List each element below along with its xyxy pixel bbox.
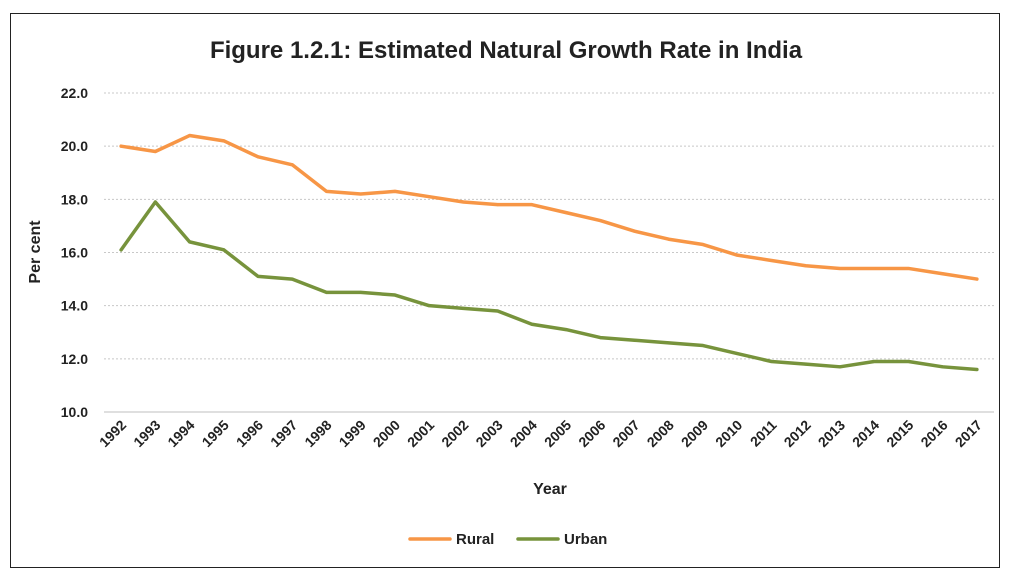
x-tick-label: 1999 — [336, 417, 369, 450]
data-point-rural — [838, 266, 842, 270]
data-point-rural — [119, 144, 123, 148]
x-tick-label: 2006 — [575, 417, 608, 450]
chart-frame — [10, 13, 1000, 568]
x-tick-label: 2001 — [404, 417, 437, 450]
data-point-urban — [427, 304, 431, 308]
x-tick-label: 1998 — [301, 417, 334, 450]
y-tick-label: 20.0 — [61, 138, 88, 154]
x-tick-label: 2005 — [541, 417, 574, 450]
data-point-urban — [325, 290, 328, 294]
gridlines — [104, 92, 994, 413]
data-point-rural — [153, 149, 157, 153]
x-axis-label: Year — [533, 481, 567, 498]
data-point-rural — [325, 189, 328, 193]
data-point-urban — [906, 359, 910, 363]
data-point-rural — [770, 258, 773, 262]
data-point-urban — [975, 367, 979, 371]
data-point-rural — [222, 139, 226, 143]
x-tick-label: 1997 — [267, 417, 300, 450]
x-tick-label: 1993 — [130, 417, 163, 450]
y-tick-label: 12.0 — [61, 351, 88, 367]
data-point-urban — [633, 338, 637, 342]
data-point-urban — [188, 240, 192, 244]
y-tick-label: 14.0 — [61, 298, 88, 314]
data-point-urban — [530, 322, 534, 326]
data-point-rural — [906, 266, 910, 270]
data-point-rural — [633, 229, 637, 233]
y-tick-label: 16.0 — [61, 245, 88, 261]
data-point-urban — [461, 306, 465, 310]
data-point-rural — [564, 211, 568, 215]
data-point-urban — [770, 359, 773, 363]
x-tick-label: 2000 — [370, 417, 403, 450]
x-tick-label: 1995 — [199, 417, 232, 450]
x-tick-label: 2002 — [438, 417, 471, 450]
data-point-urban — [256, 274, 260, 278]
x-tick-label: 2017 — [952, 417, 985, 450]
series-line-urban — [119, 200, 979, 372]
x-tick-label: 2014 — [849, 417, 882, 450]
data-point-rural — [188, 134, 192, 138]
x-tick-label: 2012 — [781, 417, 814, 450]
y-tick-label: 22.0 — [61, 85, 88, 101]
data-point-urban — [941, 365, 945, 369]
x-tick-label: 1996 — [233, 417, 266, 450]
data-point-rural — [735, 253, 739, 257]
data-point-rural — [393, 189, 397, 193]
legend-label-urban: Urban — [564, 531, 607, 548]
x-tick-label: 2010 — [712, 417, 745, 450]
data-point-urban — [735, 352, 739, 356]
series-line-rural — [119, 133, 979, 281]
data-point-rural — [804, 264, 808, 268]
data-point-rural — [359, 192, 363, 196]
data-point-urban — [804, 362, 808, 366]
data-point-urban — [564, 328, 568, 332]
data-point-urban — [393, 293, 397, 297]
x-tick-label: 2007 — [609, 417, 642, 450]
data-point-urban — [359, 290, 363, 294]
y-axis-label: Per cent — [27, 220, 44, 284]
data-point-urban — [153, 200, 157, 204]
data-point-urban — [496, 309, 500, 313]
data-point-rural — [530, 203, 534, 207]
x-tick-label: 2003 — [472, 417, 505, 450]
data-point-urban — [222, 248, 226, 252]
legend-label-rural: Rural — [456, 531, 494, 548]
data-point-rural — [427, 195, 431, 199]
data-point-rural — [598, 219, 602, 223]
y-tick-label: 10.0 — [61, 404, 88, 420]
data-point-rural — [975, 277, 979, 281]
legend: Rural Urban — [408, 531, 607, 548]
data-point-rural — [701, 243, 705, 247]
data-point-urban — [872, 359, 876, 363]
x-tick-label: 2009 — [678, 417, 711, 450]
x-tick-label: 2011 — [747, 417, 780, 450]
data-point-rural — [496, 203, 500, 207]
data-point-rural — [461, 200, 465, 204]
chart-title: Figure 1.2.1: Estimated Natural Growth R… — [210, 37, 803, 64]
y-tick-label: 18.0 — [61, 191, 88, 207]
data-point-rural — [872, 266, 876, 270]
data-point-urban — [290, 277, 294, 281]
data-point-urban — [701, 344, 705, 348]
data-point-urban — [119, 248, 123, 252]
x-tick-label: 1994 — [164, 417, 197, 450]
data-point-urban — [838, 365, 842, 369]
x-tick-label: 2015 — [883, 417, 916, 450]
y-axis-ticks: 10.0 12.0 14.0 16.0 18.0 20.0 22.0 — [61, 85, 88, 420]
x-tick-label: 2016 — [917, 417, 950, 450]
x-tick-label: 1992 — [96, 417, 129, 450]
data-point-rural — [256, 155, 260, 159]
data-point-rural — [941, 272, 945, 276]
x-tick-label: 2004 — [507, 417, 540, 450]
data-point-urban — [667, 341, 671, 345]
x-tick-label: 2008 — [644, 417, 677, 450]
x-tick-label: 2013 — [815, 417, 848, 450]
series-lines — [119, 133, 979, 372]
data-point-urban — [598, 336, 602, 340]
data-point-rural — [667, 237, 671, 241]
x-axis-ticks: 1992 1993 1994 1995 1996 1997 1998 1999 2000 2001… — [96, 417, 985, 450]
data-point-rural — [290, 163, 294, 167]
